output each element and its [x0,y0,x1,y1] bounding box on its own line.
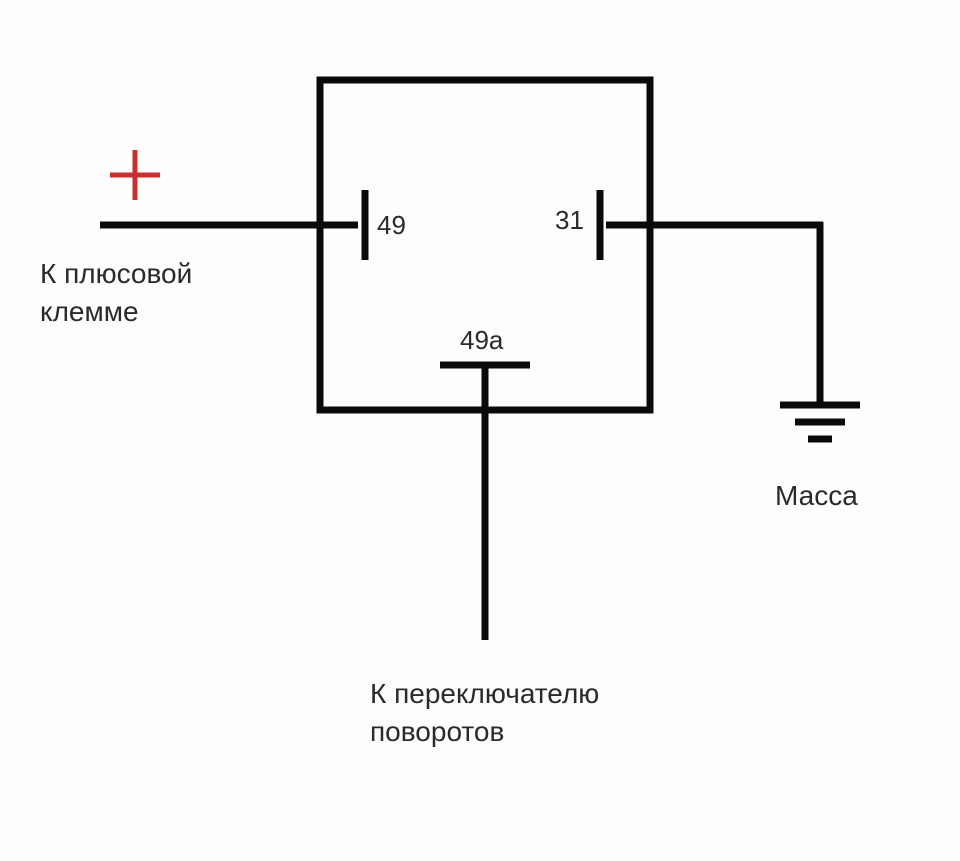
bottom-label: К переключателю поворотов [370,675,599,751]
input-label: К плюсовой клемме [40,255,192,331]
input-label-line2: клемме [40,293,192,331]
pin-49a-label: 49а [460,325,503,356]
input-label-line1: К плюсовой [40,255,192,293]
bottom-label-line1: К переключателю [370,675,599,713]
pin-49-label: 49 [377,210,406,241]
pin-31-label: 31 [555,205,584,236]
bottom-label-line2: поворотов [370,713,599,751]
ground-label: Масса [775,480,858,512]
